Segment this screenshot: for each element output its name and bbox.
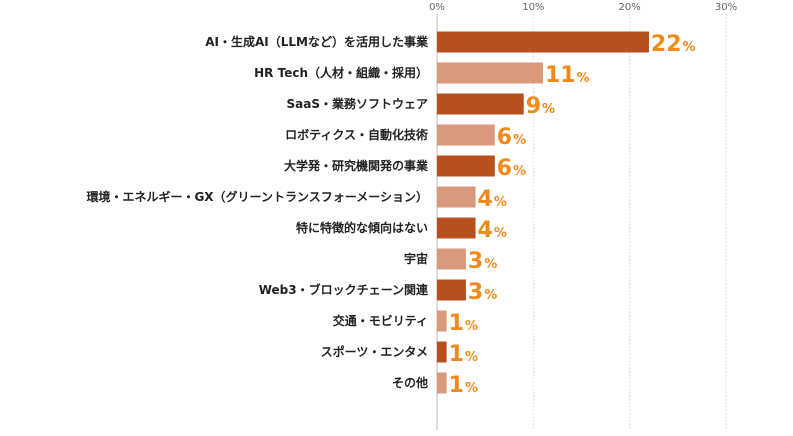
category-label: 特に特徴的な傾向はない: [296, 220, 428, 235]
value-unit: %: [513, 133, 526, 148]
value-labels: 22%11%9%6%6%4%4%3%3%1%1%1%: [449, 32, 696, 398]
category-label: その他: [392, 375, 428, 390]
bar: [437, 124, 495, 146]
value-number: 6: [497, 156, 512, 181]
category-label: HR Tech（人材・組織・採用）: [254, 65, 428, 80]
category-labels: AI・生成AI（LLMなど）を活用した事業 HR Tech（人材・組織・採用） Sa…: [86, 34, 429, 390]
category-label: 大学発・研究機関発の事業: [284, 158, 429, 173]
value-label: 3%: [468, 249, 497, 274]
x-axis-ticks: 0% 10% 20% 30%: [429, 2, 737, 13]
value-unit: %: [542, 102, 555, 117]
category-label: AI・生成AI（LLMなど）を活用した事業: [205, 34, 429, 49]
bar: [437, 372, 447, 394]
x-tick-label: 0%: [429, 2, 445, 13]
category-label: 環境・エネルギー・GX（グリーントランスフォーメーション）: [86, 189, 428, 204]
category-label: 交通・モビリティ: [333, 313, 428, 328]
bars: [437, 31, 649, 394]
value-label: 22%: [651, 32, 696, 57]
value-label: 6%: [497, 125, 526, 150]
bar: [437, 62, 543, 84]
value-number: 1: [449, 373, 464, 398]
bar: [437, 186, 476, 208]
category-label: スポーツ・エンタメ: [321, 344, 428, 359]
bar: [437, 341, 447, 363]
value-unit: %: [683, 40, 696, 55]
value-number: 22: [651, 32, 682, 57]
value-unit: %: [577, 71, 590, 86]
value-label: 6%: [497, 156, 526, 181]
value-unit: %: [513, 164, 526, 179]
value-label: 1%: [449, 311, 478, 336]
bar: [437, 310, 447, 332]
bar: [437, 93, 524, 115]
value-number: 1: [449, 342, 464, 367]
bar: [437, 248, 466, 270]
value-unit: %: [484, 257, 497, 272]
bar: [437, 155, 495, 177]
x-tick-label: 20%: [619, 2, 641, 13]
value-number: 6: [497, 125, 512, 150]
value-label: 1%: [449, 373, 478, 398]
value-number: 11: [545, 63, 576, 88]
value-number: 4: [478, 218, 493, 243]
bar: [437, 31, 649, 53]
category-label: SaaS・業務ソフトウェア: [287, 96, 428, 111]
x-tick-label: 30%: [715, 2, 737, 13]
value-label: 4%: [478, 218, 507, 243]
category-label: 宇宙: [404, 251, 428, 266]
value-number: 3: [468, 280, 483, 305]
value-unit: %: [484, 288, 497, 303]
category-label: ロボティクス・自動化技術: [285, 127, 428, 142]
value-unit: %: [494, 195, 507, 210]
value-unit: %: [494, 226, 507, 241]
value-unit: %: [465, 381, 478, 396]
value-unit: %: [465, 350, 478, 365]
bar: [437, 217, 476, 239]
x-tick-label: 10%: [522, 2, 544, 13]
value-number: 4: [478, 187, 493, 212]
value-label: 9%: [526, 94, 555, 119]
value-label: 4%: [478, 187, 507, 212]
value-label: 1%: [449, 342, 478, 367]
value-label: 3%: [468, 280, 497, 305]
value-number: 9: [526, 94, 541, 119]
value-number: 1: [449, 311, 464, 336]
value-number: 3: [468, 249, 483, 274]
bar: [437, 279, 466, 301]
value-label: 11%: [545, 63, 590, 88]
value-unit: %: [465, 319, 478, 334]
category-label: Web3・ブロックチェーン関連: [259, 282, 429, 297]
